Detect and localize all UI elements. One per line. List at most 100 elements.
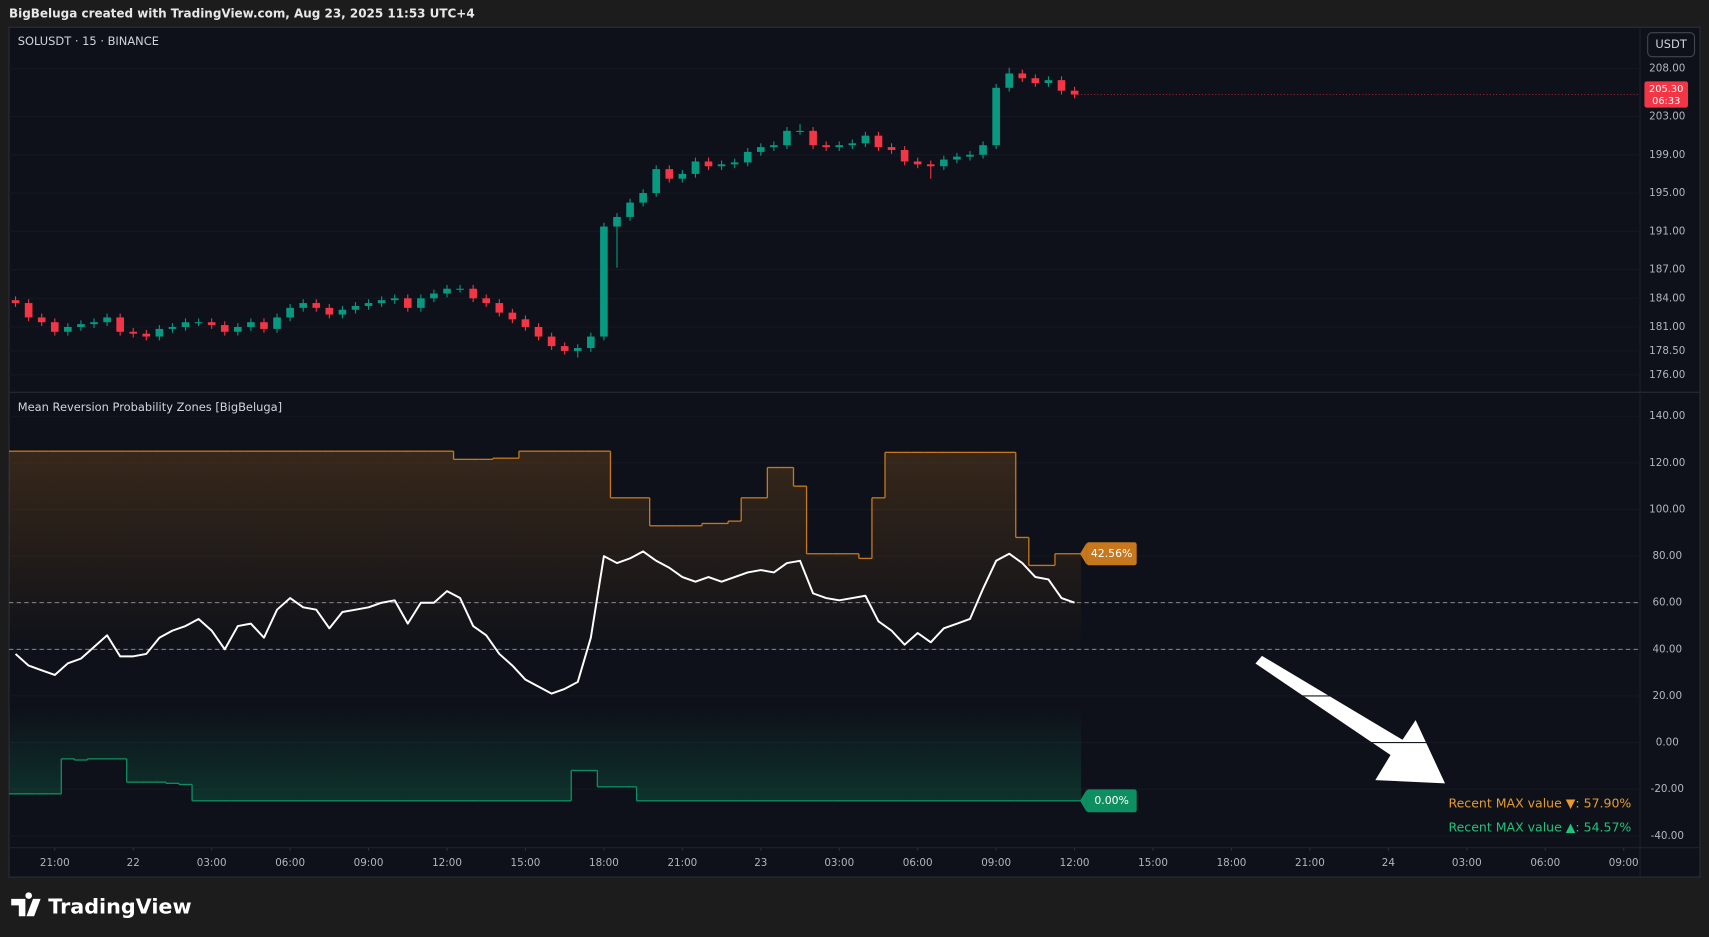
zone-fill — [362, 451, 376, 650]
zone-fill — [989, 707, 1003, 801]
zone-fill — [688, 525, 702, 650]
zone-fill — [348, 707, 363, 801]
zone-fill — [505, 707, 519, 801]
indicator-pane: 140.00 120.00 100.00 80.00 60.00 40.00 20.00 0.… — [9, 410, 1685, 869]
zone-fill — [1041, 565, 1055, 650]
candle-body — [900, 149, 909, 162]
zone-fill — [440, 707, 454, 801]
zone-fill — [597, 707, 611, 787]
zone-fill — [492, 707, 506, 801]
zone-fill — [662, 525, 676, 650]
zone-fill — [754, 707, 768, 801]
zone-fill — [309, 451, 323, 650]
zone-fill — [375, 707, 389, 801]
zone-fill — [401, 707, 415, 801]
zone-fill — [401, 451, 415, 650]
zone-fill — [87, 707, 101, 759]
countdown-label: 06:33 — [1652, 96, 1680, 107]
x-tick-label: 23 — [754, 857, 767, 869]
zone-fill — [885, 707, 899, 801]
zone-fill — [924, 452, 938, 650]
candle-body — [979, 145, 987, 155]
zone-fill — [584, 707, 598, 771]
x-tick-label: 21:00 — [667, 857, 697, 869]
zone-fill — [479, 707, 493, 801]
zone-fill — [662, 707, 676, 801]
candle-body — [103, 317, 111, 323]
zone-fill — [898, 452, 912, 650]
y-tick-label: 140.00 — [1649, 410, 1685, 422]
zone-fill — [139, 451, 153, 650]
zone-fill — [531, 707, 546, 801]
zone-fill — [9, 451, 23, 650]
currency-button[interactable] — [1647, 32, 1696, 58]
zone-fill — [35, 451, 49, 650]
zone-fill — [205, 451, 219, 650]
candle-body — [155, 328, 164, 337]
zone-fill — [1068, 553, 1082, 650]
x-tick-label: 15:00 — [511, 857, 541, 869]
zone-fill — [845, 553, 859, 650]
zone-fill — [22, 707, 36, 794]
x-tick-label: 09:00 — [981, 857, 1011, 869]
x-tick-label: 06:00 — [1530, 857, 1560, 869]
zone-fill — [126, 707, 140, 783]
zone-fill — [257, 707, 271, 801]
candle-body — [652, 169, 661, 194]
zone-fill — [832, 707, 846, 801]
zone-fill — [989, 452, 1003, 650]
candle-body — [678, 173, 687, 179]
zone-fill — [492, 458, 506, 650]
tradingview-logo: TradingView — [11, 892, 192, 919]
x-tick-label: 12:00 — [432, 857, 462, 869]
zone-fill — [1002, 707, 1016, 801]
candle-body — [626, 202, 634, 217]
candle-body — [142, 333, 151, 337]
zone-fill — [87, 451, 101, 650]
x-tick-label: 09:00 — [1609, 857, 1639, 869]
zone-fill — [1002, 452, 1016, 650]
zone-fill — [505, 458, 519, 650]
candle-body — [482, 298, 491, 304]
candle-body — [521, 319, 530, 327]
zone-fill — [950, 452, 964, 650]
value-badge — [1086, 789, 1137, 813]
candle-body — [835, 145, 844, 148]
zone-fill — [780, 467, 794, 650]
zone-fill — [518, 451, 532, 650]
zone-fill — [937, 707, 951, 801]
annotation: Recent MAX value ▼: 57.90% — [1448, 796, 1631, 811]
candle-body — [1070, 90, 1079, 95]
candle-body — [456, 288, 464, 290]
zone-fill — [728, 521, 742, 650]
y-tick-label: 40.00 — [1652, 643, 1682, 655]
annotation: Recent MAX value ▲: 54.57% — [1448, 820, 1631, 835]
value-badge-label: 0.00% — [1094, 794, 1129, 807]
zone-fill — [636, 497, 650, 650]
zone-fill — [283, 451, 297, 650]
zone-fill — [767, 467, 781, 650]
zone-fill — [113, 451, 127, 650]
zone-fill — [675, 707, 689, 801]
zone-fill — [152, 707, 166, 783]
zone-fill — [427, 707, 441, 801]
zone-fill — [48, 451, 62, 650]
candle-body — [940, 159, 948, 167]
candle-body — [534, 326, 543, 337]
candle-body — [717, 164, 726, 167]
zone-fill — [9, 707, 23, 794]
y-tick-label: -40.00 — [1651, 830, 1684, 842]
zone-fill — [244, 707, 258, 801]
candle-body — [260, 322, 268, 329]
y-tick-label: 100.00 — [1649, 503, 1685, 515]
zone-fill — [767, 707, 781, 801]
zone-fill — [885, 452, 899, 650]
candle-body — [1018, 73, 1027, 79]
candle-body — [247, 322, 255, 327]
y-tick-label: 208.00 — [1649, 63, 1685, 75]
currency-button-label[interactable]: USDT — [1655, 37, 1687, 51]
zone-fill — [335, 707, 349, 801]
candle-body — [874, 135, 883, 148]
zone-fill — [1068, 707, 1082, 801]
y-tick-label: 191.00 — [1649, 225, 1685, 237]
